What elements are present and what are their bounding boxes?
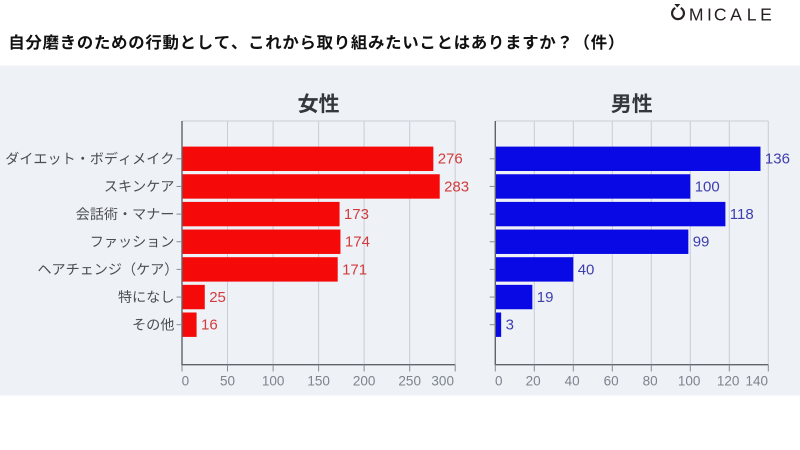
svg-text:283: 283: [444, 178, 469, 195]
svg-text:150: 150: [307, 373, 330, 388]
svg-text:M: M: [689, 4, 704, 24]
svg-text:40: 40: [565, 373, 580, 388]
svg-text:0: 0: [182, 373, 190, 388]
svg-text:100: 100: [678, 373, 701, 388]
svg-text:50: 50: [220, 373, 235, 388]
svg-text:16: 16: [201, 317, 218, 334]
svg-text:140: 140: [746, 373, 769, 388]
svg-text:L: L: [747, 4, 757, 24]
svg-text:276: 276: [438, 151, 463, 168]
svg-text:120: 120: [717, 373, 740, 388]
svg-text:100: 100: [262, 373, 285, 388]
svg-text:3: 3: [506, 317, 514, 334]
svg-text:171: 171: [342, 261, 367, 278]
svg-text:173: 173: [344, 206, 369, 223]
svg-text:60: 60: [604, 373, 619, 388]
svg-text:250: 250: [398, 373, 421, 388]
svg-text:A: A: [730, 4, 742, 24]
svg-text:0: 0: [495, 373, 503, 388]
svg-text:136: 136: [765, 151, 790, 168]
svg-text:25: 25: [209, 289, 226, 306]
svg-text:20: 20: [526, 373, 541, 388]
svg-text:80: 80: [643, 373, 658, 388]
svg-text:118: 118: [730, 206, 754, 223]
svg-text:200: 200: [353, 373, 376, 388]
svg-text:19: 19: [537, 289, 554, 306]
svg-text:40: 40: [578, 261, 595, 278]
svg-text:E: E: [760, 4, 772, 24]
svg-text:300: 300: [431, 373, 454, 388]
svg-text:I: I: [707, 4, 712, 24]
svg-text:99: 99: [693, 234, 710, 251]
svg-text:100: 100: [695, 178, 720, 195]
svg-text:174: 174: [345, 234, 370, 251]
svg-text:C: C: [714, 4, 727, 24]
